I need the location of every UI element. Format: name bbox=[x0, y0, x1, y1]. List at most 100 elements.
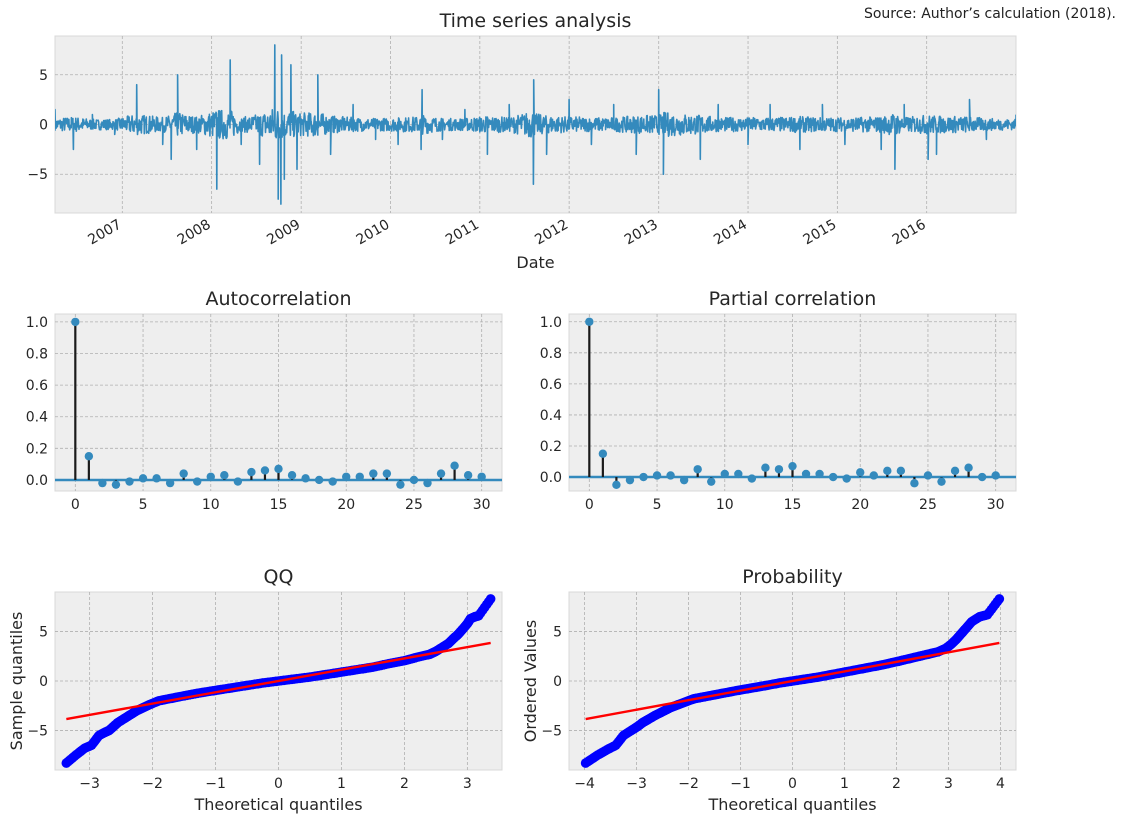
stem-marker bbox=[166, 479, 174, 487]
x-tick-label: 2008 bbox=[175, 217, 214, 249]
stem-marker bbox=[707, 477, 715, 485]
stem-marker bbox=[924, 471, 932, 479]
y-tick-label: 0 bbox=[39, 674, 48, 690]
x-tick-label: 2 bbox=[400, 776, 409, 792]
qq-point bbox=[486, 594, 496, 604]
stem-marker bbox=[71, 318, 79, 326]
y-tick-label: 0.6 bbox=[26, 378, 48, 394]
stem-marker bbox=[220, 471, 228, 479]
x-tick-label: −3 bbox=[626, 776, 647, 792]
chart-title: Time series analysis bbox=[439, 10, 632, 32]
stem-marker bbox=[612, 481, 620, 489]
stem-marker bbox=[599, 450, 607, 458]
stem-marker bbox=[342, 473, 350, 481]
stem-marker bbox=[897, 467, 905, 475]
stem-marker bbox=[477, 473, 485, 481]
y-tick-label: −5 bbox=[27, 723, 48, 739]
stem-marker bbox=[666, 471, 674, 479]
x-tick-label: 5 bbox=[653, 497, 662, 513]
y-tick-label: 0 bbox=[39, 118, 48, 134]
x-tick-label: 2016 bbox=[890, 217, 929, 249]
y-tick-label: 1.0 bbox=[26, 315, 48, 331]
stem-marker bbox=[937, 477, 945, 485]
y-tick-label: 0.8 bbox=[26, 347, 48, 363]
stem-marker bbox=[815, 470, 823, 478]
stem-marker bbox=[761, 464, 769, 472]
x-tick-label: −4 bbox=[574, 776, 595, 792]
stem-marker bbox=[626, 476, 634, 484]
stem-marker bbox=[328, 477, 336, 485]
qq-point bbox=[995, 594, 1005, 604]
y-tick-label: 0.0 bbox=[26, 473, 48, 489]
stem-marker bbox=[383, 469, 391, 477]
x-tick-label: 3 bbox=[463, 776, 472, 792]
x-tick-label: 2011 bbox=[443, 217, 482, 249]
x-tick-label: 0 bbox=[274, 776, 283, 792]
stem-marker bbox=[410, 476, 418, 484]
x-tick-label: 2015 bbox=[800, 217, 839, 249]
stem-marker bbox=[951, 467, 959, 475]
stem-marker bbox=[369, 469, 377, 477]
x-tick-label: −1 bbox=[205, 776, 226, 792]
stem-marker bbox=[261, 466, 269, 474]
stem-marker bbox=[653, 471, 661, 479]
x-tick-label: −2 bbox=[142, 776, 163, 792]
stem-marker bbox=[396, 480, 404, 488]
x-tick-label: 1 bbox=[337, 776, 346, 792]
y-tick-label: 0.2 bbox=[26, 441, 48, 457]
stem-marker bbox=[639, 473, 647, 481]
y-tick-label: 0.8 bbox=[540, 346, 562, 362]
x-tick-label: 2007 bbox=[85, 217, 124, 249]
y-tick-label: 0.6 bbox=[540, 377, 562, 393]
stem-marker bbox=[585, 318, 593, 326]
x-tick-label: 10 bbox=[716, 497, 734, 513]
stem-marker bbox=[978, 473, 986, 481]
chart-title: Probability bbox=[742, 566, 842, 588]
x-tick-label: 0 bbox=[71, 497, 80, 513]
stem-marker bbox=[152, 474, 160, 482]
x-tick-label: 2010 bbox=[354, 217, 393, 249]
y-tick-label: 0.2 bbox=[540, 439, 562, 455]
x-axis-label: Date bbox=[516, 253, 554, 272]
stem-marker bbox=[734, 470, 742, 478]
x-tick-label: 20 bbox=[851, 497, 869, 513]
y-axis-label: Sample quantiles bbox=[7, 612, 26, 751]
y-tick-label: −5 bbox=[27, 167, 48, 183]
stem-marker bbox=[356, 473, 364, 481]
panel-acf: 0.0 0.2 0.4 0.6 0.8 1.0 0 5 10 15 20 25 30 Autocorrel… bbox=[26, 288, 502, 513]
stem-marker bbox=[693, 465, 701, 473]
stem-marker bbox=[870, 471, 878, 479]
x-tick-label: 0 bbox=[788, 776, 797, 792]
stem-marker bbox=[98, 479, 106, 487]
stem-marker bbox=[464, 471, 472, 479]
stem-marker bbox=[829, 473, 837, 481]
x-tick-label: 1 bbox=[840, 776, 849, 792]
stem-marker bbox=[788, 462, 796, 470]
stem-marker bbox=[883, 467, 891, 475]
y-tick-label: 5 bbox=[553, 625, 562, 641]
x-tick-label: 4 bbox=[996, 776, 1005, 792]
x-tick-label: 3 bbox=[944, 776, 953, 792]
stem-marker bbox=[85, 452, 93, 460]
stem-marker bbox=[721, 470, 729, 478]
x-tick-label: 15 bbox=[784, 497, 802, 513]
stem-marker bbox=[207, 473, 215, 481]
x-tick-label: 15 bbox=[270, 497, 288, 513]
stem-marker bbox=[179, 469, 187, 477]
stem-marker bbox=[274, 465, 282, 473]
stem-marker bbox=[748, 474, 756, 482]
stem-marker bbox=[680, 476, 688, 484]
x-axis-label: Theoretical quantiles bbox=[707, 795, 876, 814]
x-tick-label: 2012 bbox=[532, 217, 571, 249]
panel-pacf: 0.0 0.2 0.4 0.6 0.8 1.0 0 5 10 15 20 25 30 Partial co… bbox=[540, 288, 1016, 513]
chart-title: Autocorrelation bbox=[205, 288, 351, 310]
stem-marker bbox=[288, 471, 296, 479]
y-tick-label: 0 bbox=[553, 674, 562, 690]
x-tick-label: 30 bbox=[987, 497, 1005, 513]
stem-marker bbox=[775, 465, 783, 473]
y-tick-label: 0.4 bbox=[26, 410, 48, 426]
panel-prob: −505−4 −3 −2 −1 0 1 2 3 4ProbabilityTheoretical … bbox=[521, 566, 1016, 814]
stem-marker bbox=[315, 476, 323, 484]
x-tick-label: 30 bbox=[473, 497, 491, 513]
y-tick-label: 5 bbox=[39, 625, 48, 641]
